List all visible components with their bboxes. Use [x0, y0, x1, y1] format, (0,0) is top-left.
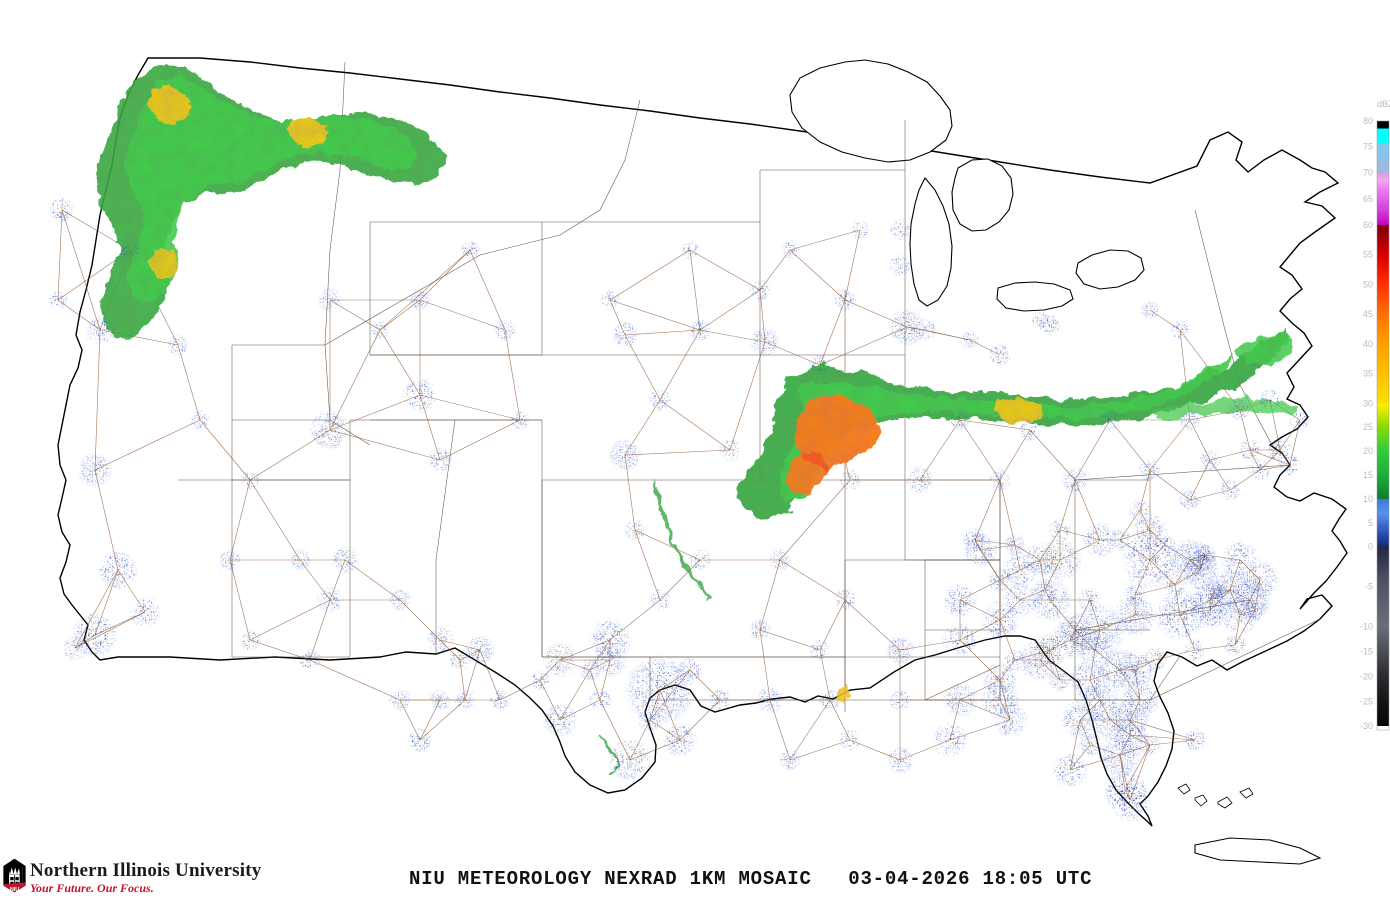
svg-text:-25: -25	[1360, 696, 1373, 706]
svg-text:15: 15	[1363, 470, 1373, 480]
svg-text:60: 60	[1363, 220, 1373, 230]
svg-text:55: 55	[1363, 250, 1373, 260]
svg-text:-30: -30	[1360, 721, 1373, 731]
svg-text:20: 20	[1363, 446, 1373, 456]
svg-text:40: 40	[1363, 339, 1373, 349]
svg-text:30: 30	[1363, 398, 1373, 408]
svg-text:70: 70	[1363, 168, 1373, 178]
svg-text:-20: -20	[1360, 671, 1373, 681]
svg-text:35: 35	[1363, 369, 1373, 379]
svg-text:45: 45	[1363, 309, 1373, 319]
svg-text:5: 5	[1368, 518, 1373, 528]
svg-text:75: 75	[1363, 142, 1373, 152]
svg-text:50: 50	[1363, 279, 1373, 289]
svg-text:25: 25	[1363, 422, 1373, 432]
svg-text:65: 65	[1363, 194, 1373, 204]
svg-text:-10: -10	[1360, 622, 1373, 632]
svg-text:-15: -15	[1360, 647, 1373, 657]
svg-text:NIU: NIU	[10, 887, 19, 893]
svg-text:10: 10	[1363, 494, 1373, 504]
svg-text:dBZ: dBZ	[1377, 99, 1390, 109]
svg-text:80: 80	[1363, 116, 1373, 126]
svg-text:-5: -5	[1365, 582, 1373, 592]
svg-text:0: 0	[1368, 542, 1373, 552]
